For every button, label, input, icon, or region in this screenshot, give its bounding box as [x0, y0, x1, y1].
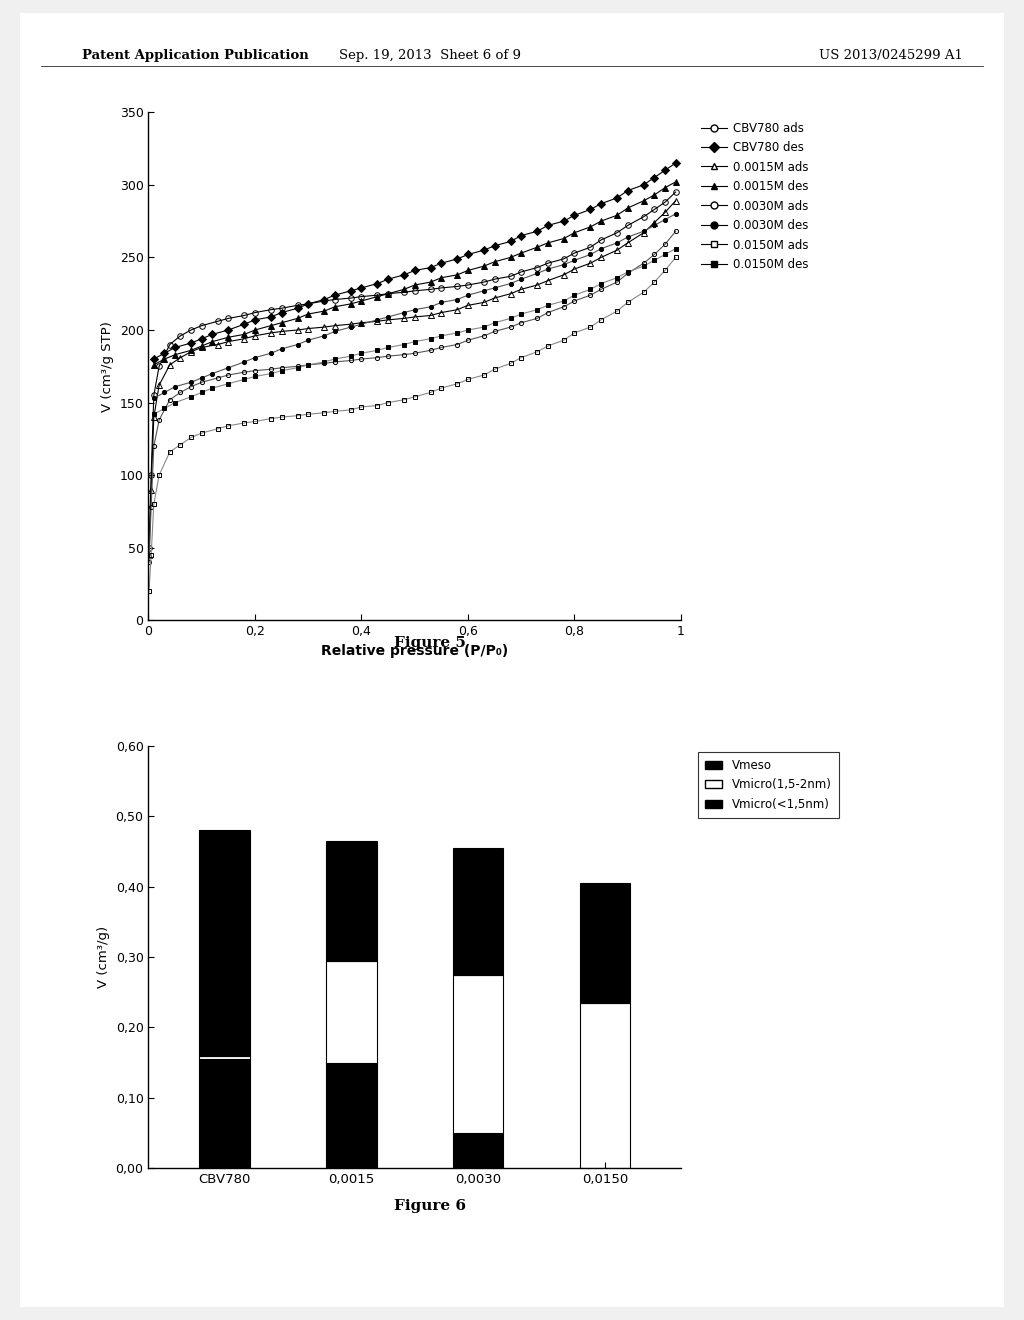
Text: Figure 5: Figure 5 — [394, 636, 466, 651]
Y-axis label: V (cm³/g): V (cm³/g) — [97, 925, 110, 989]
Bar — [200, 830, 250, 1056]
Legend: CBV780 ads, CBV780 des, 0.0015M ads, 0.0015M des, 0.0030M ads, 0.0030M des, 0.01: CBV780 ads, CBV780 des, 0.0015M ads, 0.0… — [697, 117, 812, 275]
Bar — [326, 961, 377, 1063]
Text: US 2013/0245299 A1: US 2013/0245299 A1 — [819, 49, 964, 62]
X-axis label: Relative pressure (P/P₀): Relative pressure (P/P₀) — [322, 644, 508, 657]
Text: Figure 6: Figure 6 — [394, 1199, 466, 1213]
Bar — [453, 847, 504, 974]
Bar — [453, 974, 504, 1133]
Text: Sep. 19, 2013  Sheet 6 of 9: Sep. 19, 2013 Sheet 6 of 9 — [339, 49, 521, 62]
Bar — [326, 841, 377, 961]
Bar — [200, 1056, 250, 1059]
Bar — [580, 1003, 630, 1168]
Bar — [453, 1133, 504, 1168]
Legend: Vmeso, Vmicro(1,5-2nm), Vmicro(<1,5nm): Vmeso, Vmicro(1,5-2nm), Vmicro(<1,5nm) — [697, 751, 839, 818]
Text: Patent Application Publication: Patent Application Publication — [82, 49, 308, 62]
Bar — [200, 1059, 250, 1168]
Bar — [326, 1063, 377, 1168]
Bar — [580, 883, 630, 1003]
Y-axis label: V (cm³/g STP): V (cm³/g STP) — [101, 321, 115, 412]
